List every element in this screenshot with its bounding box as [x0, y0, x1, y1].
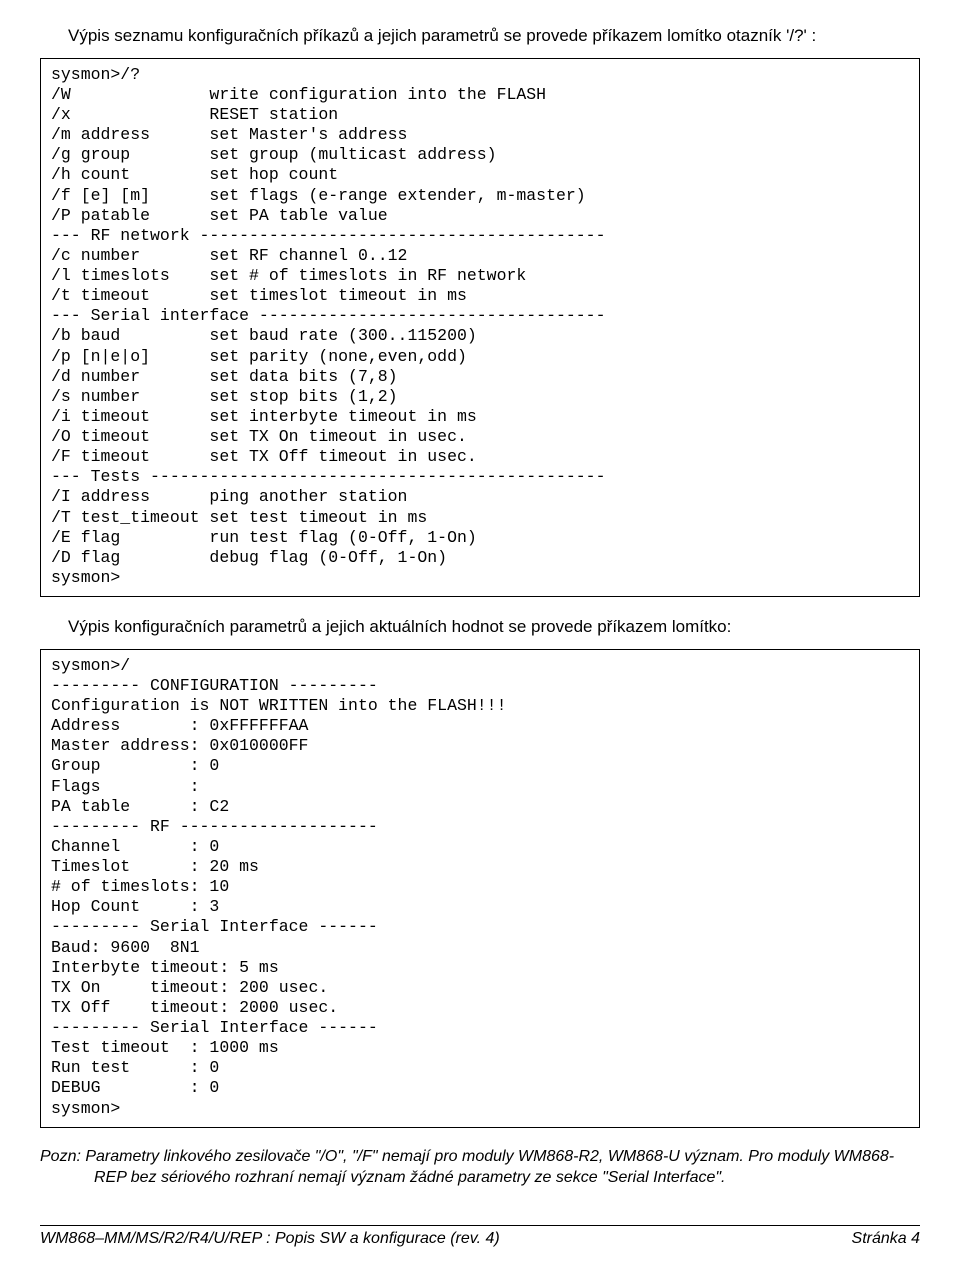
intro-paragraph-2: Výpis konfiguračních parametrů a jejich …	[68, 615, 920, 639]
config-values-listing: sysmon>/ --------- CONFIGURATION -------…	[40, 649, 920, 1128]
footer-right: Stránka 4	[852, 1230, 920, 1248]
page-footer: WM868–MM/MS/R2/R4/U/REP : Popis SW a kon…	[40, 1225, 920, 1248]
footnote: Pozn: Parametry linkového zesilovače "/O…	[40, 1146, 920, 1189]
footer-left: WM868–MM/MS/R2/R4/U/REP : Popis SW a kon…	[40, 1230, 500, 1248]
intro-paragraph-1: Výpis seznamu konfiguračních příkazů a j…	[68, 24, 920, 48]
config-commands-listing: sysmon>/? /W write configuration into th…	[40, 58, 920, 597]
page: Výpis seznamu konfiguračních příkazů a j…	[0, 0, 960, 1268]
